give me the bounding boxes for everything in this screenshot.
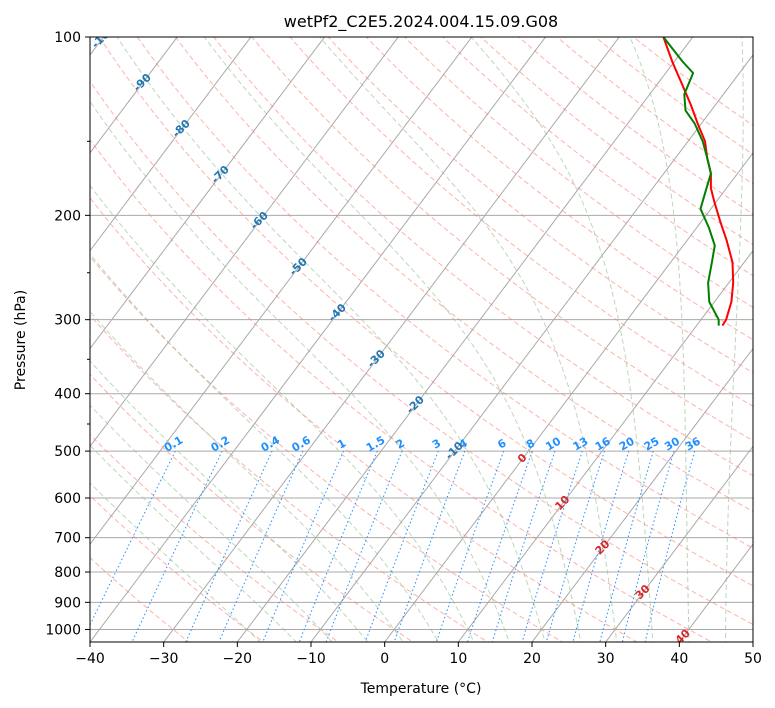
x-tick-label: 0	[380, 651, 389, 667]
dry-adiabat-line	[136, 37, 753, 549]
isotherm-line	[384, 152, 753, 642]
series-temperature-line	[662, 37, 735, 327]
dry-adiabat-line	[174, 37, 753, 513]
dry-adiabat-line	[90, 494, 265, 642]
mixing-ratio-line	[185, 450, 273, 642]
mixing-ratio-line	[90, 450, 176, 627]
sounding-series	[662, 37, 735, 327]
moist-adiabat-line	[470, 37, 654, 642]
y-tick-label: 1000	[45, 622, 81, 638]
isotherm-line	[457, 249, 753, 642]
dry-adiabat-line	[289, 37, 753, 407]
x-axis-label: Temperature (°C)	[360, 681, 482, 697]
moist-adiabat-line	[90, 253, 440, 642]
mixing-ratio-lines	[90, 450, 696, 642]
moist-adiabat-line	[725, 37, 744, 642]
x-tick-label: 30	[597, 651, 615, 667]
moist-adiabat-line	[629, 37, 690, 642]
isotherm-line	[236, 37, 694, 642]
mixing-ratio-line	[572, 450, 630, 642]
mixing-ratio-line	[298, 450, 378, 642]
isotherm-line	[678, 543, 753, 642]
y-axis-label: Pressure (hPa)	[13, 290, 29, 390]
moist-adiabat-line	[318, 37, 618, 642]
y-tick-label: 600	[54, 491, 81, 507]
moist-adiabat-line	[90, 444, 298, 642]
mixing-ratio-line	[393, 450, 466, 642]
x-tick-label: −30	[149, 651, 179, 667]
dry-adiabat-line	[90, 80, 753, 626]
y-tick-label: 200	[54, 208, 81, 224]
y-axis-ticks: 1000 900 800 700 600 500 400 300 200 100	[45, 30, 90, 638]
mixing-ratio-line	[131, 450, 223, 642]
chart-title: wetPf2_C2E5.2024.004.15.09.G08	[284, 12, 558, 32]
isotherm-line	[90, 37, 399, 448]
mixing-ratio-line	[262, 450, 345, 642]
mixing-ratio-line	[644, 450, 696, 642]
dry-adiabat-line	[518, 37, 753, 215]
y-tick-label: 800	[54, 565, 81, 581]
dry-adiabat-line	[403, 37, 753, 309]
y-tick-label: 700	[54, 531, 81, 547]
mixing-ratio-line	[218, 450, 304, 642]
moist-adiabat-line	[116, 37, 546, 642]
plot-background	[90, 37, 753, 642]
dry-adiabat-line	[556, 37, 753, 185]
dry-adiabat-line	[213, 37, 753, 477]
moist-adiabat-line	[90, 184, 475, 642]
dry-adiabat-line	[480, 37, 753, 246]
dry-adiabats	[90, 37, 753, 642]
dry-adiabat-line	[90, 255, 564, 642]
grid-layer	[90, 37, 753, 642]
dry-adiabat-line	[327, 37, 753, 374]
isotherm-line	[90, 37, 178, 154]
isotherm-line	[90, 37, 252, 252]
y-tick-label: 100	[54, 30, 81, 46]
moist-adiabat-line	[90, 404, 333, 642]
x-axis-ticks: −40 −30 −20 −10 0 10 20 30 40 50	[75, 642, 762, 667]
x-tick-label: 50	[744, 651, 762, 667]
mixing-ratio-line	[521, 450, 583, 642]
isotherm-line	[90, 37, 547, 642]
x-tick-label: −10	[296, 651, 326, 667]
y-tick-label: 400	[54, 387, 81, 403]
y-tick-label: 900	[54, 595, 81, 611]
mixing-ratio-line	[325, 450, 403, 642]
isotherm-line	[90, 37, 326, 350]
x-tick-label: 40	[670, 651, 688, 667]
dry-adiabat-line	[90, 314, 489, 642]
dry-adiabat-line	[90, 197, 638, 642]
isotherm-line	[163, 37, 620, 642]
dry-adiabat-line	[251, 37, 753, 442]
isotherm-line	[90, 37, 473, 545]
moist-adiabats	[90, 37, 744, 642]
moist-adiabat-line	[90, 310, 404, 642]
isotherm-line	[531, 347, 753, 642]
moist-adiabat-line	[90, 360, 369, 642]
x-tick-label: 10	[449, 651, 467, 667]
moist-adiabat-line	[203, 37, 582, 642]
mixing-ratio-line	[364, 450, 439, 642]
x-tick-label: −40	[75, 651, 105, 667]
x-tick-label: −20	[223, 651, 253, 667]
mixing-ratio-line	[621, 450, 675, 642]
series-dewpoint-line	[662, 37, 720, 326]
dry-adiabat-line	[594, 37, 753, 155]
x-tick-label: 20	[523, 651, 541, 667]
mixing-ratio-line	[545, 450, 605, 642]
isotherm-line	[605, 445, 753, 642]
y-tick-label: 300	[54, 313, 81, 329]
dry-adiabat-line	[365, 37, 753, 341]
y-tick-label: 500	[54, 444, 81, 460]
plot-frame	[89, 36, 754, 643]
